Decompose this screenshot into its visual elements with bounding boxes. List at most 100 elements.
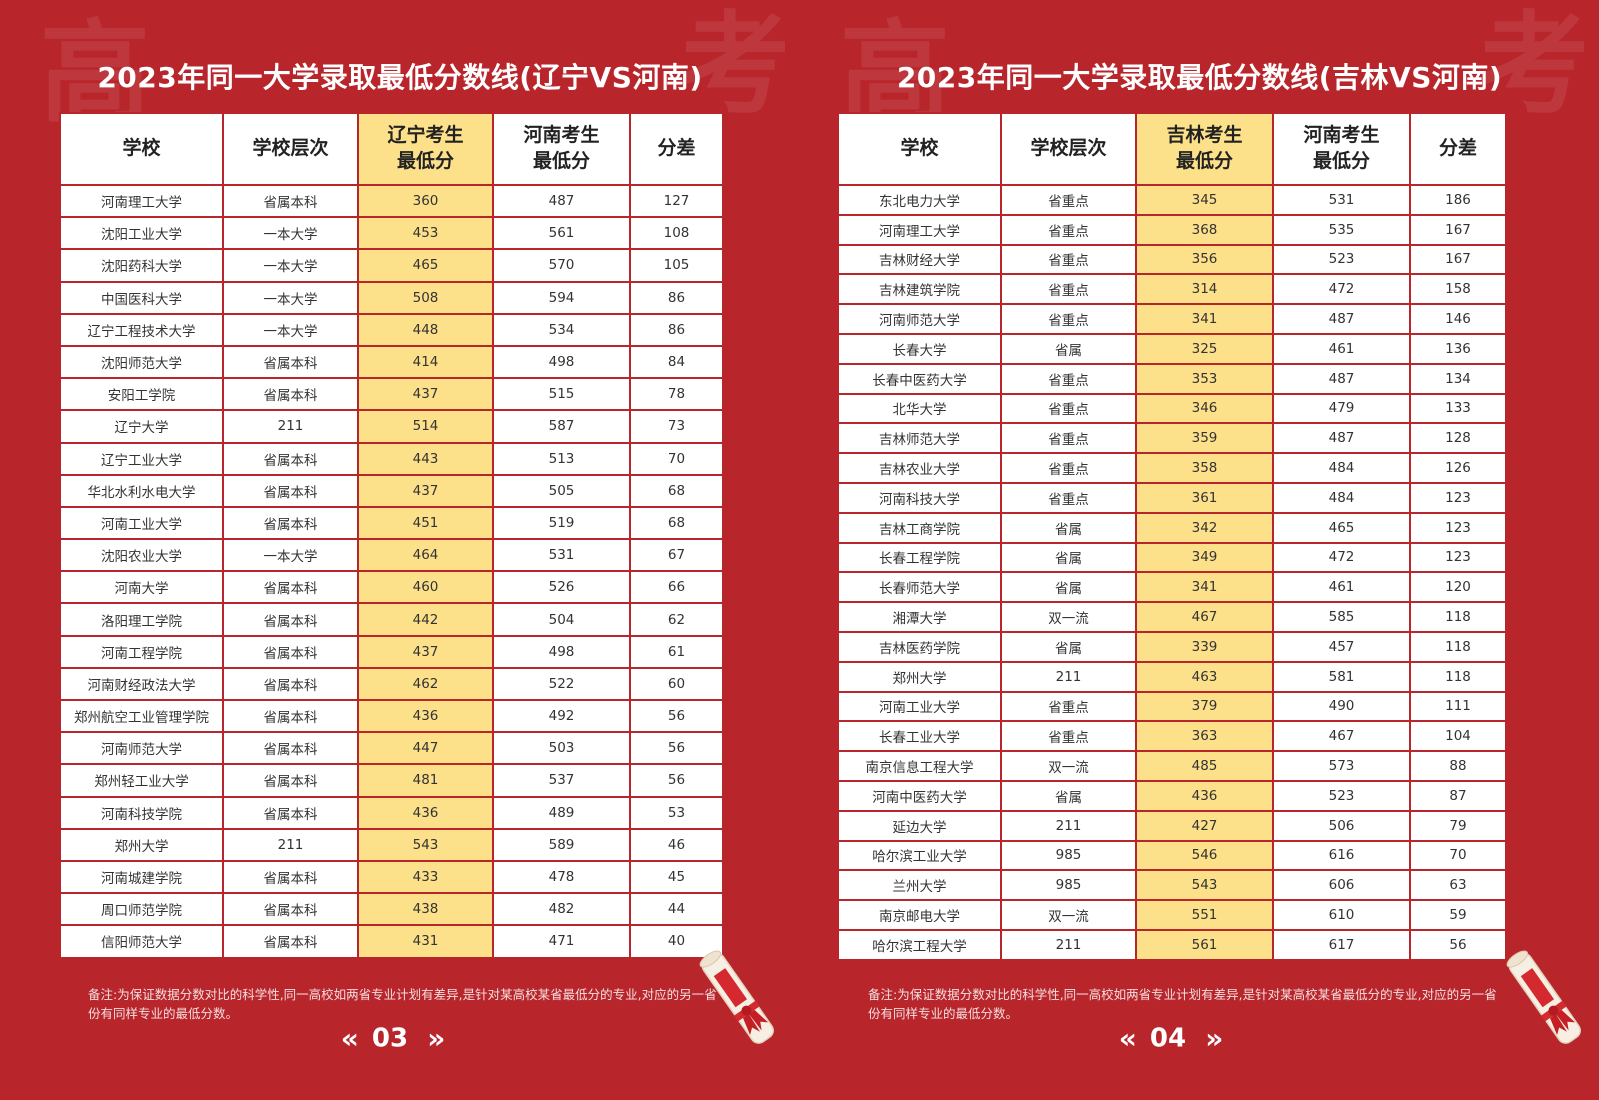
cell-henan-score: 594 bbox=[492, 280, 631, 315]
table-row: 辽宁大学 211 514 587 73 bbox=[59, 409, 724, 444]
cell-level: 双一流 bbox=[1000, 601, 1137, 633]
cell-diff: 127 bbox=[629, 183, 724, 219]
table-row: 兰州大学 985 543 606 63 bbox=[837, 869, 1507, 902]
cell-level: 省属本科 bbox=[222, 666, 359, 702]
header-diff: 分差 bbox=[629, 112, 724, 186]
cell-school: 东北电力大学 bbox=[837, 184, 1002, 216]
cell-province-score: 353 bbox=[1135, 362, 1274, 395]
header-province-score: 辽宁考生 最低分 bbox=[357, 112, 494, 186]
cell-level: 省重点 bbox=[1000, 243, 1137, 276]
cell-henan-score: 581 bbox=[1272, 660, 1411, 693]
cell-diff: 87 bbox=[1409, 779, 1507, 812]
cell-school: 哈尔滨工业大学 bbox=[837, 839, 1002, 872]
next-page-icon[interactable]: » bbox=[1205, 1022, 1223, 1055]
cell-henan-score: 498 bbox=[492, 344, 631, 380]
header-henan-score: 河南考生 最低分 bbox=[1272, 112, 1411, 186]
prev-page-icon[interactable]: « bbox=[1118, 1022, 1137, 1055]
header-school: 学校 bbox=[59, 112, 224, 186]
table-row: 河南财经政法大学 省属本科 462 522 60 bbox=[59, 666, 724, 702]
cell-school: 河南中医药大学 bbox=[837, 779, 1002, 812]
cell-level: 省重点 bbox=[1000, 362, 1137, 395]
cell-school: 辽宁大学 bbox=[59, 409, 224, 444]
diploma-scroll-icon bbox=[1506, 950, 1581, 1044]
table-row: 吉林工商学院 省属 342 465 123 bbox=[837, 511, 1507, 544]
cell-henan-score: 490 bbox=[1272, 690, 1411, 723]
cell-school: 哈尔滨工程大学 bbox=[837, 928, 1002, 961]
cell-level: 一本大学 bbox=[222, 216, 359, 251]
cell-henan-score: 535 bbox=[1272, 213, 1411, 246]
table-row: 哈尔滨工程大学 211 561 617 56 bbox=[837, 928, 1507, 961]
cell-level: 省属 bbox=[1000, 779, 1137, 812]
cell-diff: 53 bbox=[629, 795, 724, 830]
cell-diff: 68 bbox=[629, 505, 724, 541]
table-row: 河南理工大学 省重点 368 535 167 bbox=[837, 213, 1507, 246]
cell-province-score: 342 bbox=[1135, 511, 1274, 544]
header-school: 学校 bbox=[837, 112, 1002, 186]
cell-level: 省重点 bbox=[1000, 690, 1137, 723]
cell-level: 双一流 bbox=[1000, 899, 1137, 931]
cell-school: 河南师范大学 bbox=[59, 731, 224, 766]
cell-henan-score: 570 bbox=[492, 248, 631, 283]
cell-school: 长春师范大学 bbox=[837, 571, 1002, 604]
diploma-scroll-icon bbox=[699, 950, 774, 1044]
cell-level: 一本大学 bbox=[222, 248, 359, 283]
cell-diff: 66 bbox=[629, 570, 724, 605]
cell-diff: 56 bbox=[629, 731, 724, 766]
cell-diff: 78 bbox=[629, 377, 724, 412]
cell-school: 长春工业大学 bbox=[837, 720, 1002, 753]
table-row: 南京邮电大学 双一流 551 610 59 bbox=[837, 899, 1507, 931]
cell-diff: 56 bbox=[1409, 928, 1507, 961]
cell-henan-score: 515 bbox=[492, 377, 631, 412]
cell-school: 郑州大学 bbox=[837, 660, 1002, 693]
cell-school: 南京邮电大学 bbox=[837, 899, 1002, 931]
cell-diff: 136 bbox=[1409, 332, 1507, 365]
table-row: 长春工业大学 省重点 363 467 104 bbox=[837, 720, 1507, 753]
cell-diff: 62 bbox=[629, 602, 724, 637]
cell-level: 省属本科 bbox=[222, 634, 359, 669]
cell-level: 省重点 bbox=[1000, 213, 1137, 246]
cell-level: 省属本科 bbox=[222, 795, 359, 830]
table-row: 河南工程学院 省属本科 437 498 61 bbox=[59, 634, 724, 669]
cell-diff: 158 bbox=[1409, 273, 1507, 306]
cell-level: 省属本科 bbox=[222, 731, 359, 766]
next-page-icon[interactable]: » bbox=[427, 1022, 445, 1055]
table-row: 东北电力大学 省重点 345 531 186 bbox=[837, 184, 1507, 216]
cell-henan-score: 487 bbox=[1272, 362, 1411, 395]
cell-school: 兰州大学 bbox=[837, 869, 1002, 902]
table-row: 信阳师范大学 省属本科 431 471 40 bbox=[59, 924, 724, 959]
page-number: 03 bbox=[371, 1023, 409, 1054]
table-header-row: 学校 学校层次 辽宁考生 最低分 河南考生 最低分 分差 bbox=[59, 112, 724, 186]
cell-level: 211 bbox=[1000, 809, 1137, 842]
cell-diff: 134 bbox=[1409, 362, 1507, 395]
cell-province-score: 436 bbox=[357, 698, 494, 734]
cell-diff: 111 bbox=[1409, 690, 1507, 723]
header-province-score: 吉林考生 最低分 bbox=[1135, 112, 1274, 186]
cell-level: 省属本科 bbox=[222, 602, 359, 637]
cell-henan-score: 465 bbox=[1272, 511, 1411, 544]
table-row: 辽宁工程技术大学 一本大学 448 534 86 bbox=[59, 312, 724, 347]
cell-school: 河南工业大学 bbox=[59, 505, 224, 541]
cell-henan-score: 472 bbox=[1272, 541, 1411, 574]
cell-province-score: 427 bbox=[1135, 809, 1274, 842]
cell-henan-score: 589 bbox=[492, 827, 631, 862]
table-row: 中国医科大学 一本大学 508 594 86 bbox=[59, 280, 724, 315]
cell-province-score: 443 bbox=[357, 441, 494, 476]
cell-province-score: 437 bbox=[357, 377, 494, 412]
cell-henan-score: 522 bbox=[492, 666, 631, 702]
cell-diff: 123 bbox=[1409, 541, 1507, 574]
cell-level: 一本大学 bbox=[222, 280, 359, 315]
cell-province-score: 546 bbox=[1135, 839, 1274, 872]
cell-level: 211 bbox=[222, 409, 359, 444]
cell-province-score: 314 bbox=[1135, 273, 1274, 306]
cell-henan-score: 523 bbox=[1272, 243, 1411, 276]
cell-diff: 59 bbox=[1409, 899, 1507, 931]
cell-level: 211 bbox=[222, 827, 359, 862]
cell-school: 吉林师范大学 bbox=[837, 422, 1002, 455]
cell-school: 郑州大学 bbox=[59, 827, 224, 862]
cell-diff: 123 bbox=[1409, 481, 1507, 514]
cell-level: 省属 bbox=[1000, 332, 1137, 365]
cell-province-score: 368 bbox=[1135, 213, 1274, 246]
cell-province-score: 359 bbox=[1135, 422, 1274, 455]
prev-page-icon[interactable]: « bbox=[340, 1022, 359, 1055]
table-row: 安阳工学院 省属本科 437 515 78 bbox=[59, 377, 724, 412]
